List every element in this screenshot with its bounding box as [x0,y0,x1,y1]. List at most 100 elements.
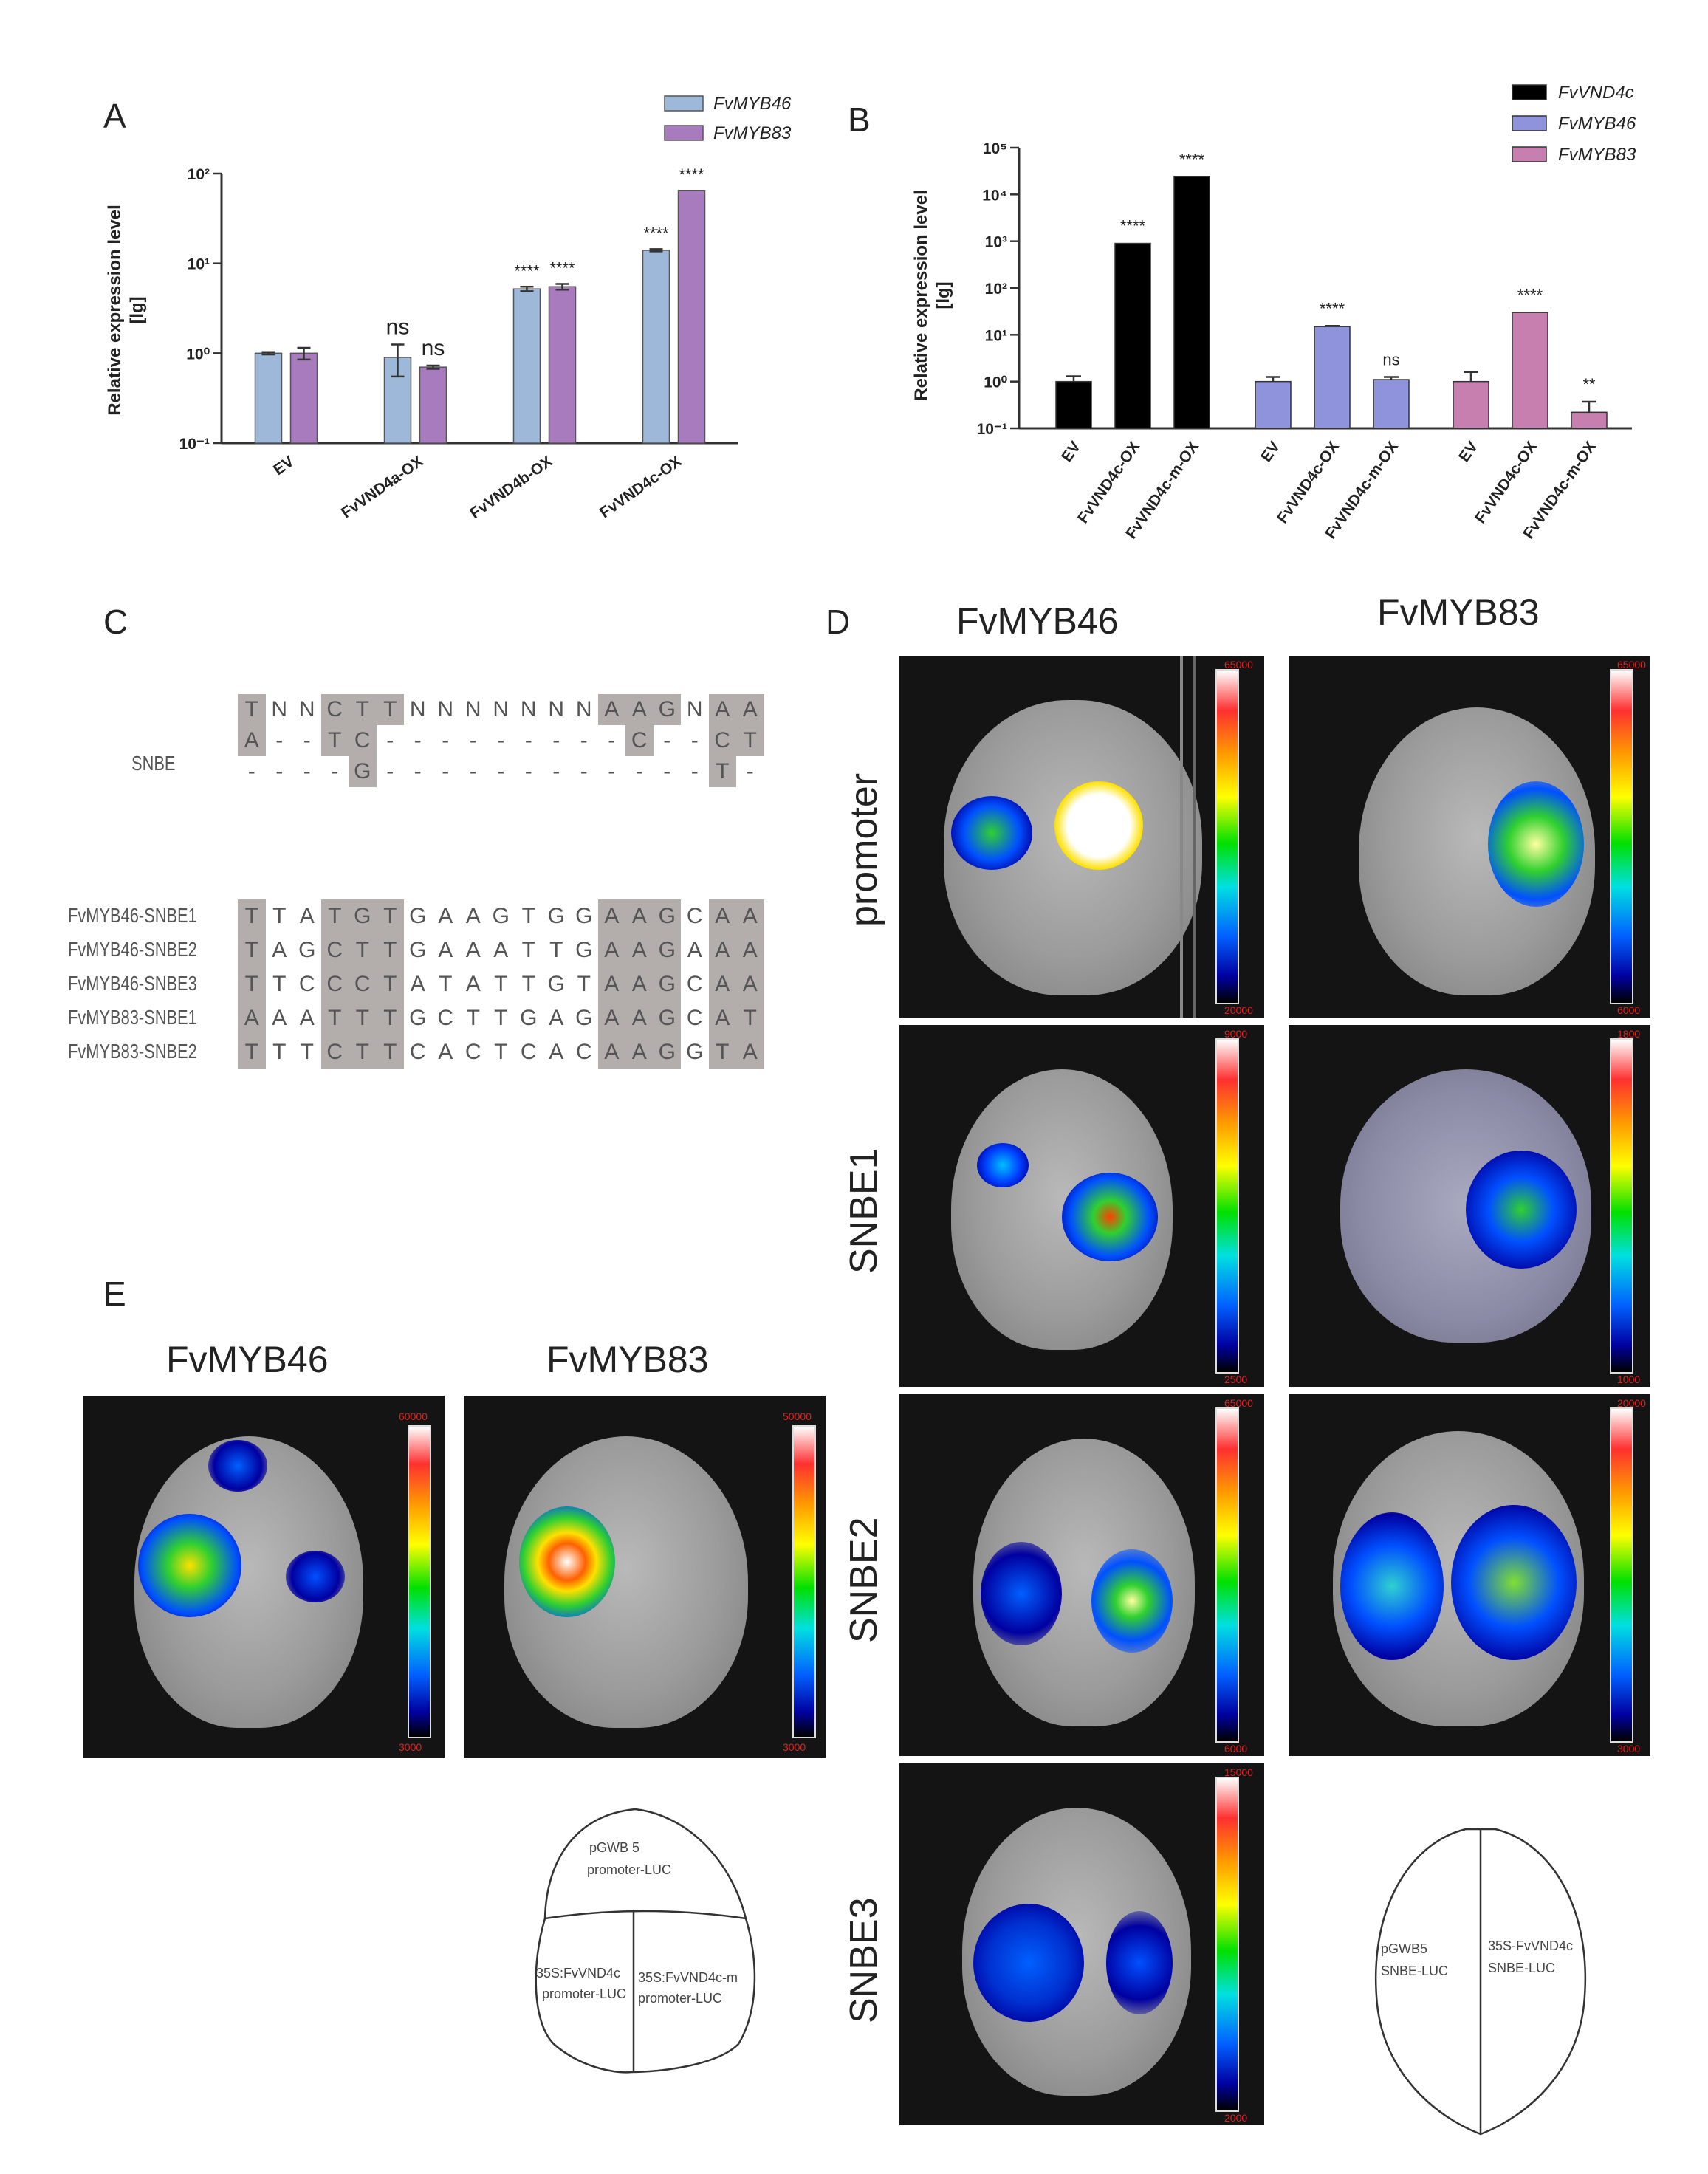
snbe-base: - [414,759,422,783]
seq-base: A [631,1006,647,1030]
snbe-base: N [409,697,426,721]
snbe-base: A [604,697,620,721]
seq-base: C [409,1040,426,1064]
seq-base: T [716,1040,730,1064]
b-bar-FvVND4c [1114,242,1151,429]
a-y-tick-label: 10¹ [188,256,210,273]
b-y-tick-label: 10⁴ [982,187,1007,204]
seq-base: G [658,938,676,962]
d-image-promoter-myb83: 65000 6000 [1289,656,1650,1018]
e-col-title-myb83: FvMYB83 [546,1339,709,1380]
a-y-axis-label: Relative expression level [105,205,125,416]
e-diagram-top-label2: promoter-LUC [587,1862,671,1877]
snbe-base: N [686,697,703,721]
d-col-title-myb83: FvMYB83 [1377,591,1540,633]
seq-shade [238,899,266,1069]
seq-base: A [465,904,481,928]
snbe-base: - [414,728,422,752]
seq-base: T [743,1006,757,1030]
snbe-shade [238,694,266,756]
snbe-base: - [690,759,699,783]
snbe-base: A [742,697,758,721]
seq-base: G [354,904,371,928]
a-significance: **** [549,259,575,278]
seq-base: A [272,1006,287,1030]
seq-base: A [299,1006,315,1030]
snbe-base: N [464,697,481,721]
snbe-shade [653,694,681,725]
a-significance: ns [422,336,445,360]
d-scale-min: 6000 [1224,1743,1248,1755]
seq-base: T [494,1040,508,1064]
seq-base: A [604,938,620,962]
seq-base: T [300,1040,314,1064]
seq-base: G [298,938,316,962]
d-image-snbe2-myb83: 20000 3000 [1289,1394,1650,1756]
seq-base: T [577,972,591,996]
d-col-title-myb46: FvMYB46 [956,600,1119,642]
e-diagram-right-label2: promoter-LUC [638,1991,722,2006]
seq-base: T [328,1006,342,1030]
snbe-base: - [690,728,699,752]
b-significance: **** [1120,217,1146,236]
e-diagram-right-label: 35S:FvVND4c-m [638,1970,738,1985]
seq-base: A [742,1040,758,1064]
snbe-label: SNBE [131,752,176,775]
seq-shade [708,899,764,1069]
seq-shade [625,899,654,1069]
e-diagram-left-label: 35S:FvVND4c [536,1966,620,1981]
a-category-label: FvVND4a-OX [338,453,426,521]
seq-base: A [604,972,620,996]
seq-base: C [354,972,371,996]
a-bar-FvMYB46 [642,250,670,444]
b-bar-FvMYB83 [1512,312,1548,429]
d-scale-min: 2500 [1224,1374,1248,1385]
a-bar-FvMYB83 [419,366,447,444]
b-significance: **** [1517,286,1543,304]
snbe-base: N [520,697,537,721]
panel-letter-c: C [103,603,128,641]
a-category-label: FvVND4c-OX [597,453,685,521]
seq-base: T [521,972,535,996]
snbe-shade [708,694,736,787]
snbe-base: - [524,759,532,783]
snbe-base: - [552,728,560,752]
seq-base: A [631,1040,647,1064]
b-category-label: EV [1258,439,1283,465]
seq-base: A [604,904,620,928]
snbe-base: - [386,759,394,783]
seq-base: C [298,972,315,996]
snbe-shade [625,694,654,756]
a-category-label: FvVND4b-OX [467,453,555,522]
a-significance: **** [643,224,669,242]
snbe-base: - [275,759,284,783]
a-bar-FvMYB83 [289,352,318,444]
d-diagram-right-label: 35S-FvVND4c [1488,1938,1573,1953]
seq-base: A [631,904,647,928]
e-image-myb46: 60000 3000 [83,1396,445,1758]
seq-base: G [409,1006,427,1030]
d-image-promoter-myb46: 65000 20000 [899,656,1264,1018]
seq-base: A [272,938,287,962]
seq-base: A [715,972,730,996]
snbe-base: N [548,697,565,721]
snbe-base: N [437,697,454,721]
seq-shade [376,899,404,1069]
d-image-snbe3-myb46: 15000 2000 [899,1763,1264,2125]
snbe-base: T [244,697,258,721]
seq-base: G [575,1006,593,1030]
b-significance: **** [1320,299,1345,318]
seq-base: G [575,904,593,928]
d-scale-max: 65000 [1224,659,1253,671]
chart-a: 10⁻¹ 10⁰ 10¹ 10² Relative expression level [l… [105,94,792,522]
snbe-base: T [328,728,342,752]
snbe-shade [597,694,625,725]
seq-base: T [244,972,258,996]
seq-base: C [686,972,703,996]
d-row-title-snbe2: SNBE2 [843,1517,885,1643]
seq-base: A [604,1006,620,1030]
b-category-label: EV [1058,439,1084,465]
b-significance: ** [1582,375,1596,394]
panel-letter-d: D [826,603,851,641]
